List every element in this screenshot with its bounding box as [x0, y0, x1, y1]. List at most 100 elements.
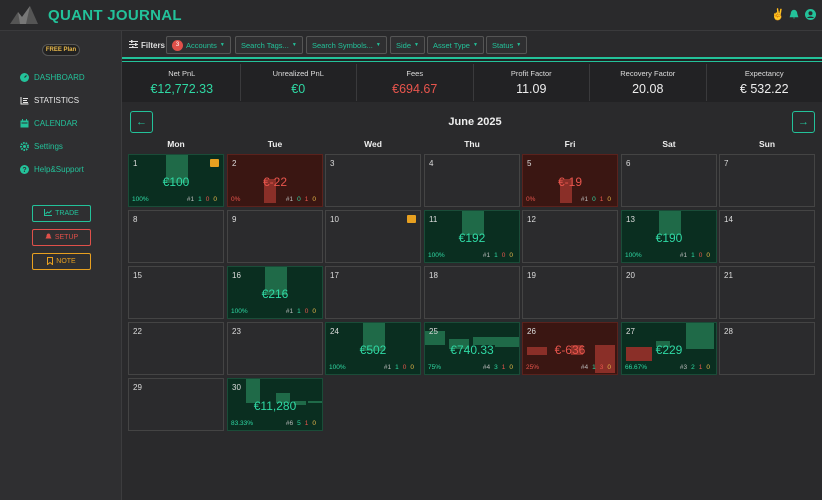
day-trade-counts: #1 1 0 0: [187, 196, 217, 203]
trade-count: #1: [580, 196, 589, 203]
calendar-day-15[interactable]: 15: [128, 266, 224, 319]
calendar-day-26[interactable]: 26 €-636 25% #4 1 3 0: [522, 322, 618, 375]
sidebar-item-label: DASHBOARD: [34, 73, 85, 82]
note-icon[interactable]: [210, 159, 219, 167]
trade-count: #1: [383, 364, 392, 371]
stat-net-pnl: Net PnL €12,772.33: [124, 64, 241, 101]
day-winrate: 100%: [231, 308, 248, 315]
caret-down-icon: ▼: [291, 42, 297, 48]
calendar-day-3[interactable]: 3: [325, 154, 421, 207]
note-button[interactable]: NOTE: [32, 253, 91, 270]
calendar-day-28[interactable]: 28: [719, 322, 815, 375]
calendar-day-21[interactable]: 21: [719, 266, 815, 319]
calendar-day-13[interactable]: 13 €190 100% #1 1 0 0: [621, 210, 717, 263]
trade-count: #4: [580, 364, 589, 371]
day-number: 3: [330, 159, 335, 168]
calendar-day-4[interactable]: 4: [424, 154, 520, 207]
calendar-day-30[interactable]: 30 €11,280 83.33% #6 5 1 0: [227, 378, 323, 431]
side-filter[interactable]: Side ▼: [390, 36, 425, 54]
divider: [122, 61, 822, 62]
day-winrate: 100%: [625, 252, 642, 259]
calendar-day-2[interactable]: 2 €-22 0% #1 0 1 0: [227, 154, 323, 207]
setup-button[interactable]: SETUP: [32, 229, 91, 246]
win-count: 1: [395, 364, 399, 371]
weekday-header: Tue: [267, 139, 283, 149]
stat-expectancy: Expectancy € 532.22: [739, 69, 789, 96]
day-number: 12: [527, 215, 536, 224]
loss-count: 0: [402, 364, 407, 371]
note-icon[interactable]: [407, 215, 416, 223]
sidebar-item-statistics[interactable]: STATISTICS: [20, 96, 79, 105]
hand-icon[interactable]: ✌: [771, 8, 785, 21]
win-count: 1: [691, 252, 695, 259]
breakeven-count: 0: [509, 364, 513, 371]
day-pnl: €216: [261, 287, 289, 301]
trade-count: #6: [285, 420, 294, 427]
calendar-day-11[interactable]: 11 €192 100% #1 1 0 0: [424, 210, 520, 263]
filters-label: Filters: [129, 40, 165, 50]
breakeven-count: 0: [312, 420, 316, 427]
filter-bar: Filters 3 Accounts ▼ Search Tags... ▼ Sear…: [122, 31, 822, 59]
chart-line-icon: [44, 209, 53, 218]
sidebar-item-label: STATISTICS: [34, 96, 80, 105]
symbols-filter[interactable]: Search Symbols... ▼: [306, 36, 387, 54]
calendar-day-10[interactable]: 10: [325, 210, 421, 263]
calendar-day-22[interactable]: 22: [128, 322, 224, 375]
calendar-day-7[interactable]: 7: [719, 154, 815, 207]
calendar-day-16[interactable]: 16 €216 100% #1 1 0 0: [227, 266, 323, 319]
trade-button[interactable]: TRADE: [32, 205, 91, 222]
sidebar-item-settings[interactable]: Settings: [20, 142, 63, 151]
weekday-header: Sat: [662, 139, 676, 149]
day-number: 7: [724, 159, 729, 168]
calendar-day-29[interactable]: 29: [128, 378, 224, 431]
calendar-day-1[interactable]: 1 €100 100% #1 1 0 0: [128, 154, 224, 207]
weekday-header: Mon: [167, 139, 185, 149]
bookmark-icon: [47, 256, 54, 267]
calendar-day-8[interactable]: 8: [128, 210, 224, 263]
loss-count: 1: [599, 196, 604, 203]
calendar-day-23[interactable]: 23: [227, 322, 323, 375]
intraday-bar: [495, 337, 519, 347]
intraday-bar: [686, 323, 714, 349]
sidebar-item-calendar[interactable]: CALENDAR: [20, 119, 78, 128]
day-winrate: 25%: [526, 364, 540, 371]
tags-filter[interactable]: Search Tags... ▼: [235, 36, 303, 54]
calendar-day-20[interactable]: 20: [621, 266, 717, 319]
bell-icon[interactable]: [788, 8, 800, 20]
calendar-day-17[interactable]: 17: [325, 266, 421, 319]
sidebar-item-label: Help&Support: [34, 165, 84, 174]
calendar-day-5[interactable]: 5 €-19 0% #1 0 1 0: [522, 154, 618, 207]
intraday-bar: [560, 179, 572, 203]
day-number: 16: [232, 271, 241, 280]
calendar-icon: [20, 119, 29, 128]
accounts-count-badge: 3: [172, 39, 183, 51]
user-avatar-icon[interactable]: [804, 8, 816, 20]
sidebar-item-dashboard[interactable]: DASHBOARD: [20, 73, 85, 82]
next-month-button[interactable]: →: [792, 111, 815, 133]
day-winrate: 66.67%: [625, 364, 648, 371]
prev-month-button[interactable]: ←: [130, 111, 153, 133]
breakeven-count: 0: [410, 364, 414, 371]
calendar-day-19[interactable]: 19: [522, 266, 618, 319]
day-number: 9: [232, 215, 237, 224]
weekday-header: Thu: [464, 139, 480, 149]
sidebar-item-help[interactable]: ? Help&Support: [20, 165, 84, 174]
trade-button-label: TRADE: [55, 210, 79, 217]
calendar-day-24[interactable]: 24 €502 100% #1 1 0 0: [325, 322, 421, 375]
day-trade-counts: #4 1 3 0: [581, 364, 611, 371]
dashboard-icon: [20, 73, 29, 82]
calendar-day-14[interactable]: 14: [719, 210, 815, 263]
breakeven-count: 0: [607, 364, 611, 371]
intraday-bar: [462, 211, 484, 235]
calendar-day-9[interactable]: 9: [227, 210, 323, 263]
trade-count: #1: [285, 196, 294, 203]
accounts-filter[interactable]: 3 Accounts ▼: [166, 36, 231, 54]
intraday-bar: [595, 345, 615, 373]
calendar-day-18[interactable]: 18: [424, 266, 520, 319]
calendar-day-6[interactable]: 6: [621, 154, 717, 207]
status-filter[interactable]: Status ▼: [486, 36, 528, 54]
calendar-day-12[interactable]: 12: [522, 210, 618, 263]
calendar-day-27[interactable]: 27 €229 66.67% #3 2 1 0: [621, 322, 717, 375]
asset-type-filter[interactable]: Asset Type ▼: [427, 36, 484, 54]
calendar-day-25[interactable]: 25 €740.33 75% #4 3 1 0: [424, 322, 520, 375]
